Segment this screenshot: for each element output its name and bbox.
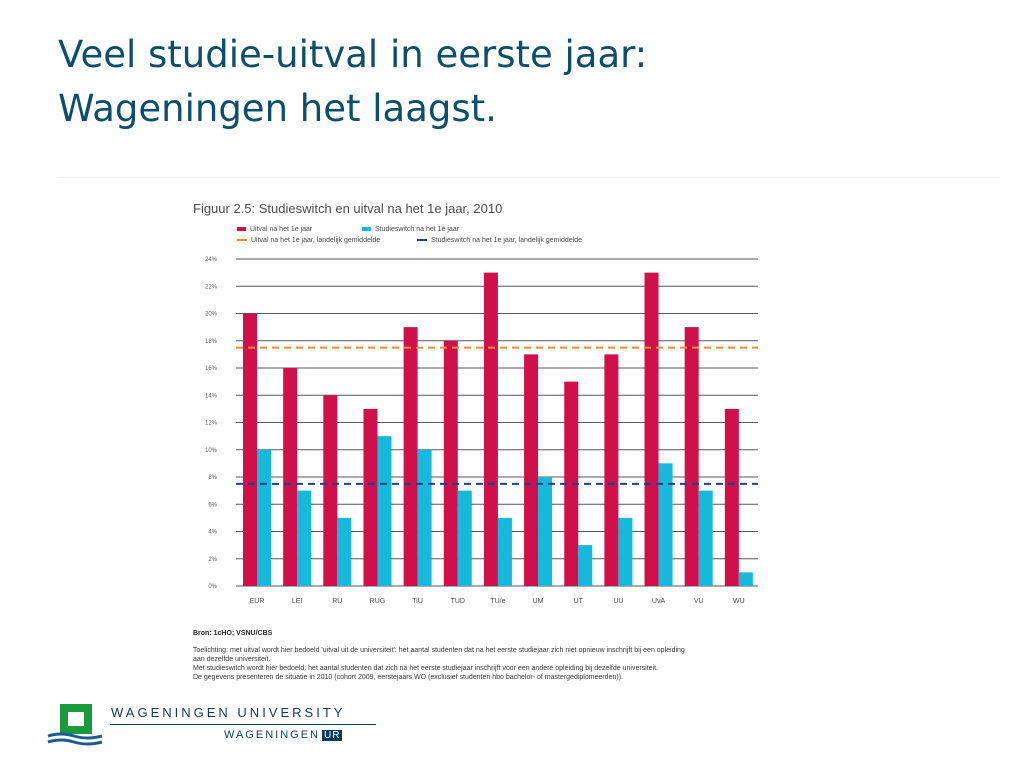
x-tick-label: TiU — [412, 598, 423, 605]
bar-uitval — [724, 408, 739, 586]
legend-label-switch-avg: Studieswitch na het 1e jaar, landelijk g… — [431, 236, 582, 244]
x-tick-label: TU/e — [490, 598, 505, 605]
y-tick-label: 24% — [205, 257, 218, 263]
bar-uitval — [323, 395, 338, 586]
y-tick-label: 14% — [205, 393, 218, 399]
slide-title-line-2: Wageningen het laagst. — [58, 87, 497, 130]
bar-uitval — [403, 327, 418, 586]
y-tick-label: 4% — [208, 530, 217, 536]
figure-source: Bron: 1cHO; VSNU/CBS — [193, 630, 273, 637]
slide-title: Veel studie-uitval in eerste jaar: Wagen… — [58, 28, 647, 136]
bar-studieswitch — [578, 545, 593, 586]
bar-studieswitch — [538, 477, 553, 586]
legend-swatch-uitval — [237, 227, 246, 231]
x-tick-label: TUD — [451, 598, 465, 605]
y-tick-label: 6% — [208, 502, 217, 508]
legend-swatch-uitval-avg — [237, 239, 247, 241]
bar-studieswitch — [297, 490, 312, 586]
y-tick-label: 10% — [205, 448, 218, 454]
legend-label-switch: Studieswitch na het 1e jaar — [375, 225, 460, 233]
bar-studieswitch — [618, 517, 633, 586]
bar-uitval — [243, 313, 257, 586]
bar-studieswitch — [337, 517, 352, 586]
y-tick-label: 22% — [205, 284, 218, 290]
legend-swatch-switch-avg — [417, 239, 427, 241]
bar-studieswitch — [658, 463, 673, 586]
slide-title-line-1: Veel studie-uitval in eerste jaar: — [58, 33, 648, 76]
x-tick-label: EUR — [250, 598, 265, 605]
bar-studieswitch — [698, 490, 713, 586]
bar-uitval — [283, 368, 298, 586]
bar-studieswitch — [497, 517, 512, 586]
bar-studieswitch — [257, 449, 271, 586]
y-tick-label: 18% — [205, 339, 218, 345]
note-line: Met studieswitch wordt hier bedoeld: het… — [193, 665, 659, 672]
bar-studieswitch — [738, 572, 753, 586]
x-tick-label: VU — [694, 598, 704, 605]
y-tick-label: 0% — [208, 584, 217, 590]
figure-title: Figuur 2.5: Studieswitch en uitval na he… — [193, 201, 503, 216]
logo-wave-icon — [47, 732, 103, 740]
x-tick-label: WU — [733, 598, 745, 605]
note-line: Toelichting: met uitval wordt hier bedoe… — [193, 647, 685, 654]
y-tick-label: 20% — [205, 312, 218, 318]
logo-text-university: WAGENINGEN UNIVERSITY — [111, 705, 346, 720]
figure-notes: Toelichting: met uitval wordt hier bedoe… — [193, 646, 823, 682]
wageningen-logo-mark — [47, 704, 103, 746]
x-tick-label: UU — [613, 598, 623, 605]
logo-rule — [110, 724, 376, 725]
y-tick-label: 16% — [205, 366, 218, 372]
bar-studieswitch — [417, 449, 432, 586]
note-line: aan dezelfde universiteit. — [193, 656, 271, 663]
bar-uitval — [483, 272, 498, 586]
x-tick-label: UM — [533, 598, 544, 605]
legend-label-uitval: Uitval na het 1e jaar — [250, 225, 313, 233]
x-tick-label: UvA — [652, 598, 666, 605]
bar-studieswitch — [457, 490, 472, 586]
bar-chart: 0% 2% 4% 6% 8% 10% 12% 14% 16% 18% 20% 22% 24% EUR LEI… — [205, 257, 758, 605]
legend-item-switch: Studieswitch na het 1e jaar — [362, 226, 459, 233]
note-line: De gegevens presenteren de situatie in 2… — [193, 674, 623, 681]
legend-item-switch-avg: Studieswitch na het 1e jaar, landelijk g… — [417, 237, 582, 244]
bar-studieswitch — [377, 436, 392, 586]
logo-wave-icon — [47, 738, 103, 746]
bar-uitval — [524, 354, 539, 586]
y-tick-label: 12% — [205, 421, 218, 427]
x-tick-label: LEI — [292, 598, 303, 605]
logo-text-ur: WAGENINGEN UR — [224, 729, 343, 741]
bar-uitval — [443, 340, 458, 586]
title-divider — [58, 177, 1000, 178]
bar-uitval — [363, 408, 378, 586]
legend-swatch-switch — [362, 227, 371, 231]
legend-item-uitval: Uitval na het 1e jaar — [237, 226, 362, 233]
bar-uitval — [564, 381, 579, 586]
legend-item-uitval-avg: Uitval na het 1e jaar, landelijk gemidde… — [237, 237, 417, 244]
x-tick-label: RU — [332, 598, 342, 605]
x-tick-label: RUG — [370, 598, 386, 605]
logo-badge-ur: UR — [322, 729, 343, 741]
y-tick-label: 8% — [208, 475, 217, 481]
logo-text-wageningen: WAGENINGEN — [224, 729, 320, 741]
legend-row-1: Uitval na het 1e jaar Studieswitch na he… — [237, 224, 459, 234]
x-tick-label: UT — [574, 598, 584, 605]
y-tick-label: 2% — [208, 557, 217, 563]
legend-label-uitval-avg: Uitval na het 1e jaar, landelijk gemidde… — [251, 236, 381, 244]
bar-uitval — [684, 327, 699, 586]
bar-uitval — [604, 354, 619, 586]
logo-window — [68, 712, 84, 726]
bar-uitval — [644, 272, 659, 586]
legend-row-2: Uitval na het 1e jaar, landelijk gemidde… — [237, 235, 582, 245]
